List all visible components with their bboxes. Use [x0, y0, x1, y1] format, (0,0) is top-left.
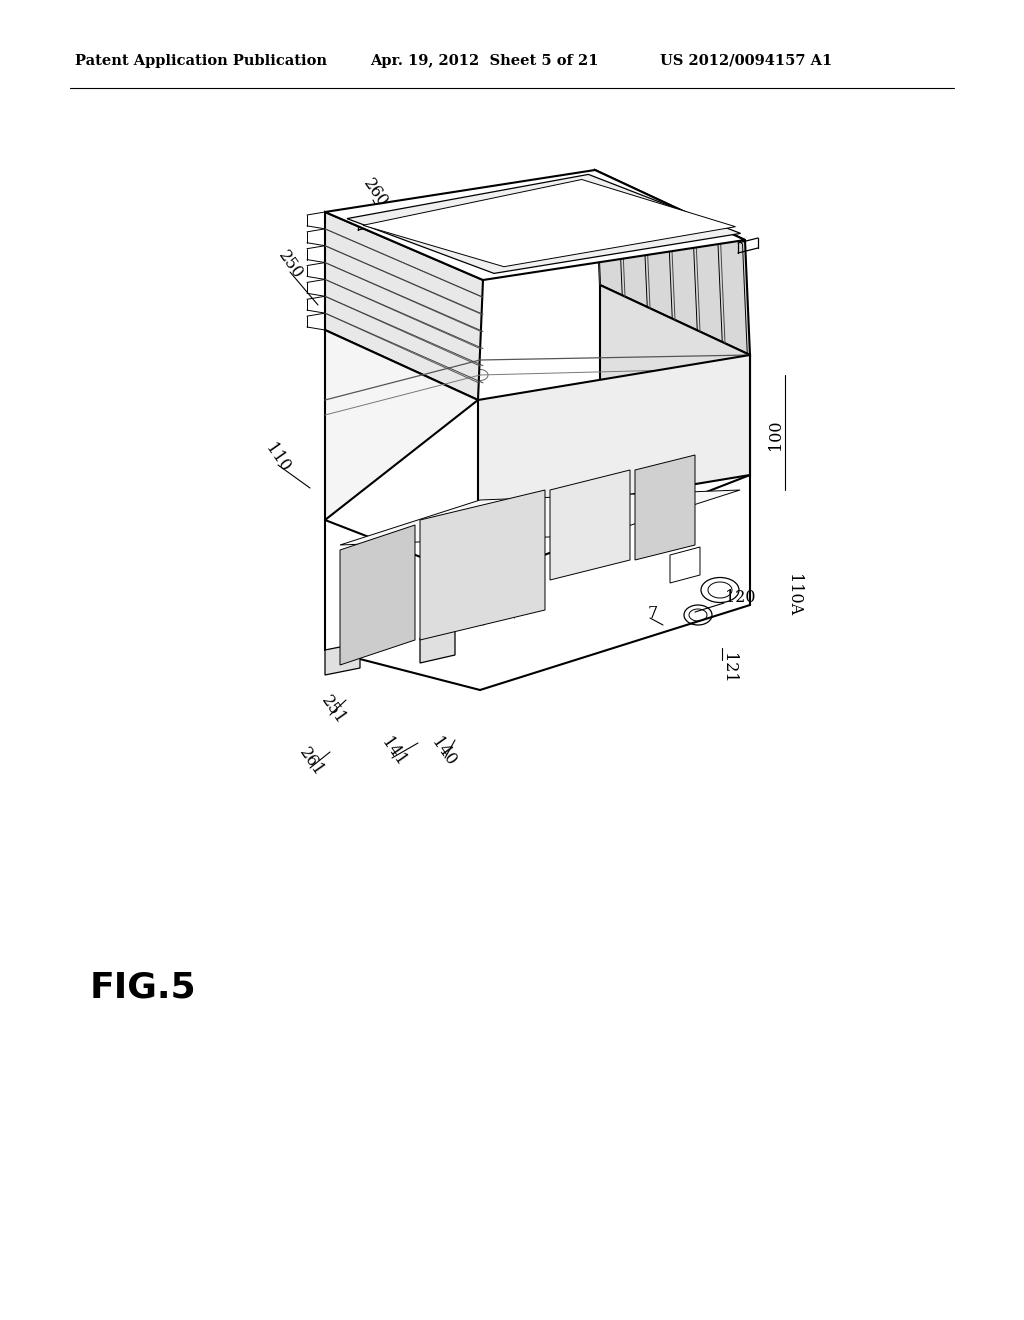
Polygon shape	[347, 174, 740, 273]
Text: 121: 121	[720, 652, 737, 684]
Text: 251: 251	[318, 693, 349, 727]
Text: Patent Application Publication: Patent Application Publication	[75, 54, 327, 69]
Text: 110: 110	[262, 441, 294, 475]
Polygon shape	[325, 170, 745, 280]
Polygon shape	[600, 285, 750, 480]
Text: Apr. 19, 2012  Sheet 5 of 21: Apr. 19, 2012 Sheet 5 of 21	[370, 54, 598, 69]
Polygon shape	[340, 490, 740, 545]
Text: FIG.5: FIG.5	[90, 970, 197, 1005]
Text: 110A: 110A	[785, 574, 802, 616]
Text: 100: 100	[767, 420, 783, 450]
Polygon shape	[340, 525, 415, 665]
Polygon shape	[478, 355, 750, 520]
Polygon shape	[595, 170, 750, 355]
Polygon shape	[325, 330, 478, 520]
Text: US 2012/0094157 A1: US 2012/0094157 A1	[660, 54, 833, 69]
Polygon shape	[325, 213, 483, 400]
Text: 260: 260	[360, 176, 391, 210]
Text: 250: 250	[275, 248, 306, 282]
Polygon shape	[550, 470, 630, 579]
Text: 7: 7	[648, 605, 658, 622]
Polygon shape	[420, 490, 545, 640]
Text: 141: 141	[378, 735, 410, 770]
Text: 120: 120	[725, 590, 756, 606]
Polygon shape	[670, 546, 700, 583]
Polygon shape	[362, 180, 735, 267]
Polygon shape	[325, 643, 360, 675]
Text: 261: 261	[296, 744, 328, 779]
Polygon shape	[635, 455, 695, 560]
Polygon shape	[420, 630, 455, 663]
Text: 140: 140	[428, 735, 460, 770]
